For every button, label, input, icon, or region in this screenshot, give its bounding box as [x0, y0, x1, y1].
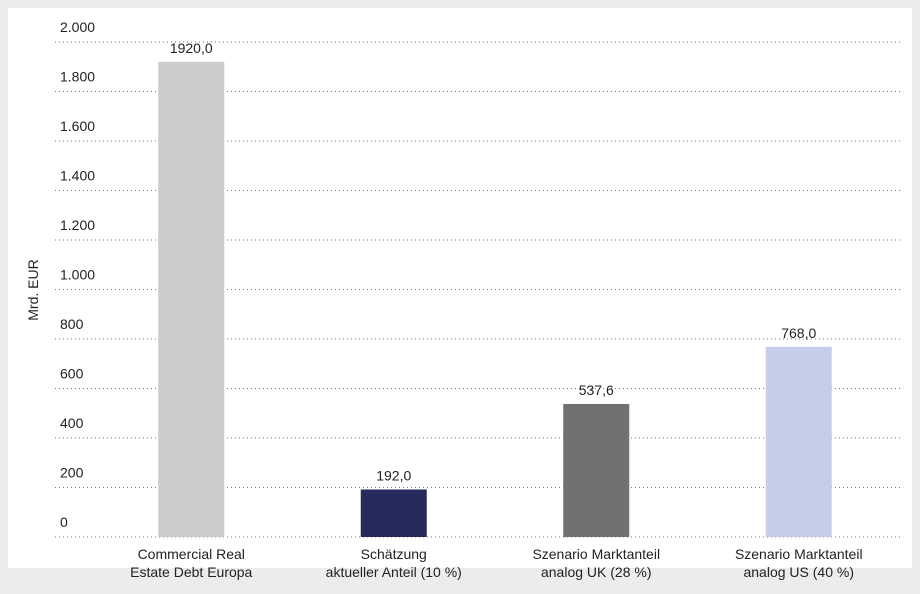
x-tick-label: aktueller Anteil (10 %)	[326, 564, 462, 580]
y-tick-label: 1.400	[60, 168, 95, 184]
y-tick-label: 1.200	[60, 217, 95, 233]
x-tick-label: Szenario Marktanteil	[532, 546, 660, 562]
bar	[765, 346, 832, 537]
y-tick-label: 2.000	[60, 19, 95, 35]
y-tick-label: 200	[60, 465, 84, 481]
y-tick-label: 800	[60, 316, 84, 332]
bar	[360, 489, 427, 537]
x-tick-label: Commercial Real	[138, 546, 245, 562]
y-tick-label: 0	[60, 514, 68, 530]
y-tick-label: 1.800	[60, 69, 95, 85]
value-label: 192,0	[376, 467, 411, 483]
y-tick-label: 1.600	[60, 118, 95, 134]
value-label: 1920,0	[170, 40, 213, 56]
value-label: 537,6	[579, 382, 614, 398]
x-tick-label: Szenario Marktanteil	[735, 546, 863, 562]
y-tick-label: 600	[60, 366, 84, 382]
value-label: 768,0	[781, 325, 816, 341]
y-tick-label: 1.000	[60, 267, 95, 283]
x-tick-label: analog US (40 %)	[743, 564, 854, 580]
bar	[563, 403, 630, 537]
x-tick-label: Estate Debt Europa	[130, 564, 252, 580]
x-tick-label: Schätzung	[361, 546, 427, 562]
y-tick-label: 400	[60, 415, 84, 431]
x-tick-label: analog UK (28 %)	[541, 564, 652, 580]
bar	[158, 61, 225, 538]
y-axis-label: Mrd. EUR	[25, 259, 41, 320]
